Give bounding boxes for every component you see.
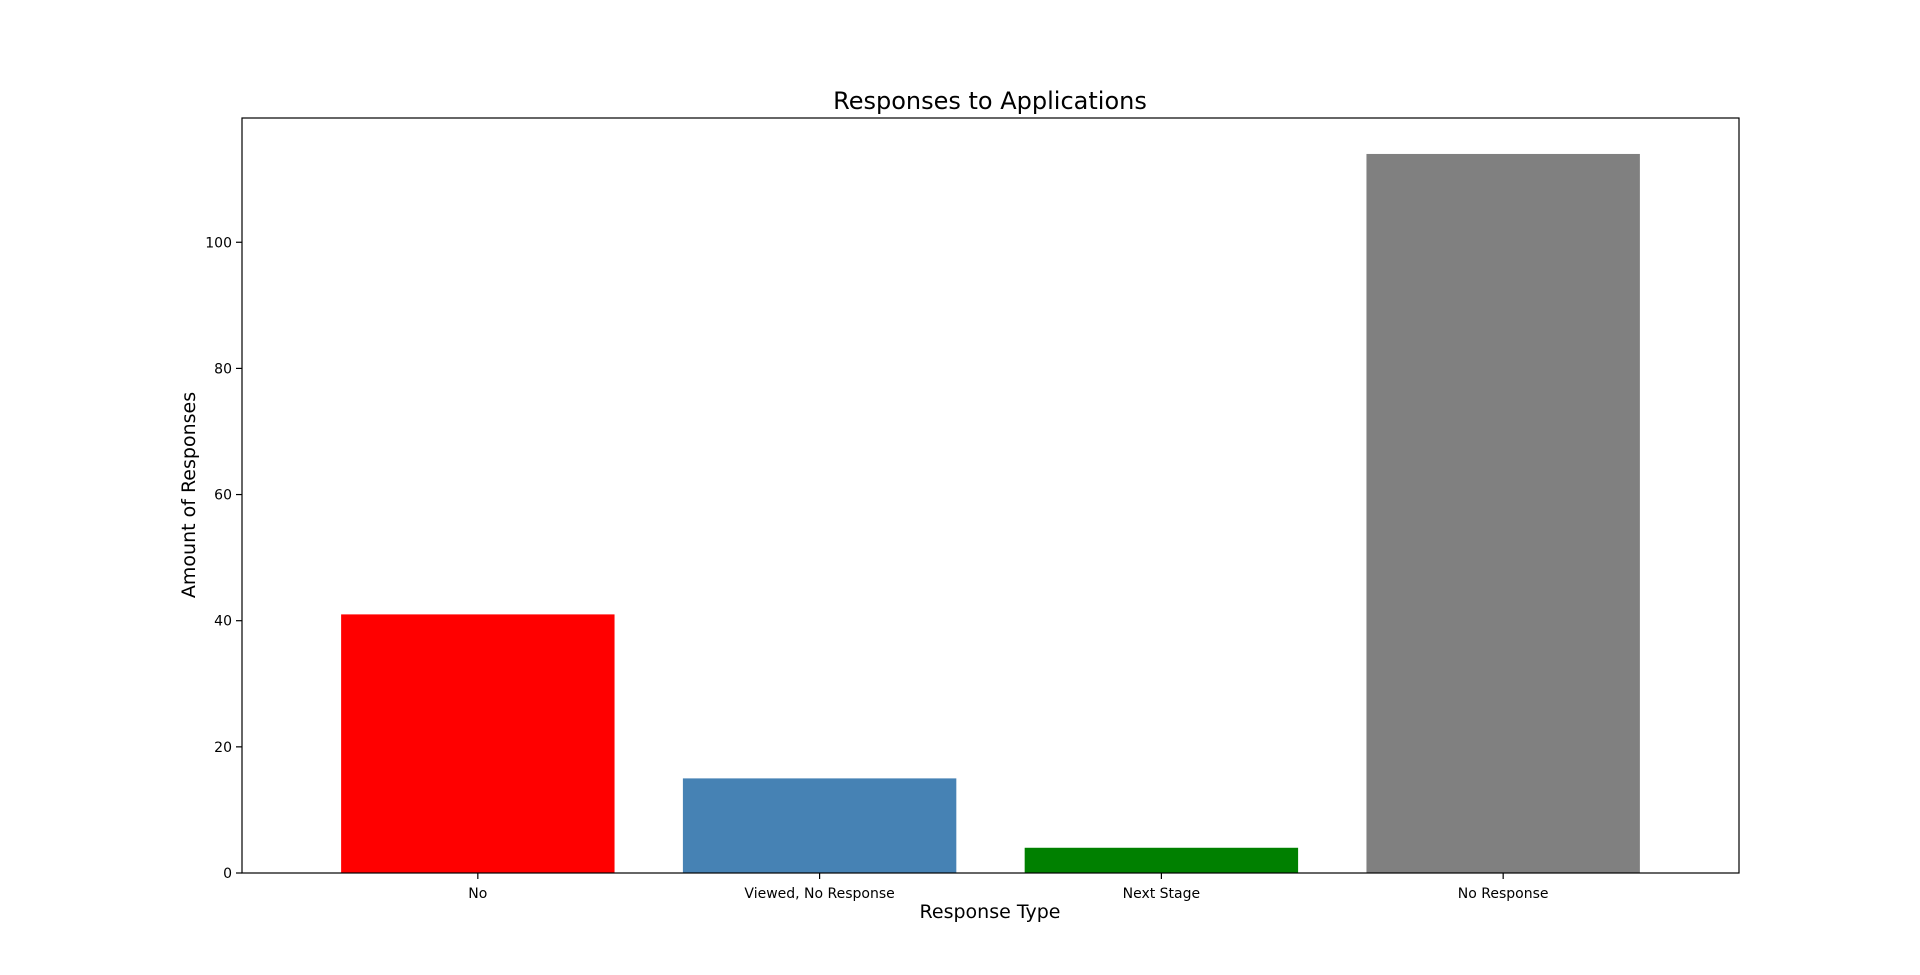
- y-tick-label-2: 40: [214, 614, 232, 630]
- y-tick-label-4: 80: [214, 361, 232, 377]
- x-tick-label-1: Viewed, No Response: [744, 886, 894, 902]
- chart-title: Responses to Applications: [833, 87, 1147, 115]
- x-tick-label-2: Next Stage: [1123, 886, 1201, 902]
- y-axis: 0 20 40 60 80 100: [205, 235, 242, 882]
- y-tick-label-3: 60: [214, 488, 232, 504]
- plot-frame: [241, 117, 1740, 874]
- x-axis-label: Response Type: [920, 901, 1061, 923]
- x-axis: No Viewed, No Response Next Stage No Respon…: [468, 873, 1549, 902]
- bar-2: [1024, 847, 1299, 873]
- bar-1: [682, 778, 957, 873]
- bars-layer: [341, 153, 1640, 873]
- x-tick-label-3: No Response: [1458, 886, 1549, 902]
- x-tick-label-0: No: [468, 886, 487, 902]
- bar-0: [341, 614, 615, 873]
- y-tick-label-1: 20: [214, 740, 232, 756]
- bar-3: [1366, 153, 1640, 873]
- y-tick-label-5: 100: [205, 235, 232, 251]
- y-tick-label-0: 0: [223, 866, 232, 882]
- y-axis-label: Amount of Responses: [178, 392, 200, 598]
